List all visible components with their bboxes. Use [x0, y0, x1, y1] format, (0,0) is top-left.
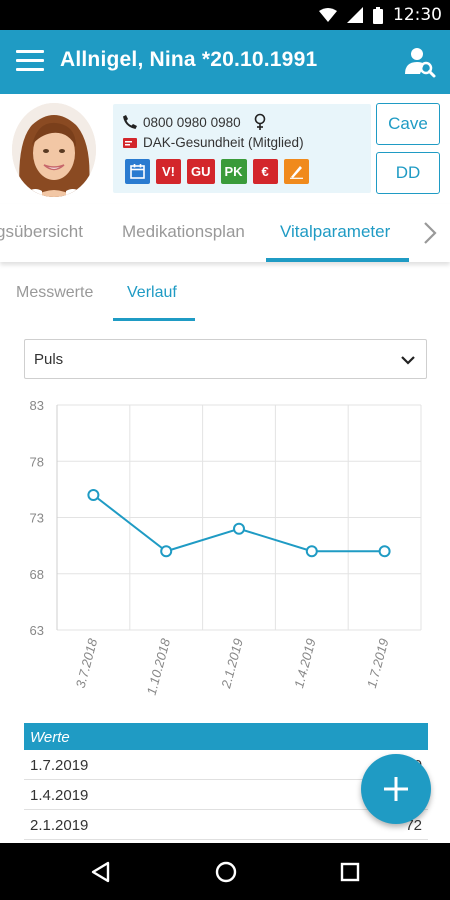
calendar-badge[interactable]	[125, 159, 150, 184]
status-time: 12:30	[393, 5, 442, 25]
signal-icon	[347, 7, 363, 23]
user-search-icon[interactable]	[402, 44, 438, 80]
wifi-icon	[319, 8, 337, 22]
plus-icon	[384, 777, 408, 801]
parameter-select[interactable]: Puls	[24, 339, 427, 379]
x-tick-label: 2.1.2019	[218, 637, 246, 691]
gu-badge[interactable]: GU	[187, 159, 215, 184]
y-tick-label: 78	[30, 454, 44, 469]
patient-title: Allnigel, Nina *20.10.1991	[60, 48, 318, 71]
app-bar: Allnigel, Nina *20.10.1991	[0, 30, 450, 94]
data-point	[233, 522, 245, 535]
signature-badge[interactable]	[283, 159, 309, 184]
phone-row: 0800 0980 0980	[123, 113, 267, 131]
badge-row: V! GU PK €	[125, 159, 309, 184]
system-nav-bar	[0, 843, 450, 900]
data-point	[378, 545, 391, 558]
y-tick-label: 73	[30, 511, 44, 526]
dd-button[interactable]: DD	[376, 152, 440, 194]
insurance-name: DAK-Gesundheit (Mitglied)	[143, 135, 304, 150]
recents-icon[interactable]	[335, 857, 365, 887]
subtab-indicator	[113, 318, 195, 321]
row-date: 1.4.2019	[30, 787, 89, 804]
subtab-history[interactable]: Verlauf	[127, 284, 177, 301]
status-bar: 12:30	[0, 0, 450, 30]
data-point	[305, 545, 318, 558]
data-point	[87, 489, 100, 501]
main-tab-indicator	[266, 258, 409, 262]
back-icon[interactable]	[86, 857, 116, 887]
x-tick-label: 1.10.2018	[144, 636, 174, 696]
parameter-select-value: Puls	[34, 351, 64, 368]
pk-badge[interactable]: PK	[220, 159, 247, 184]
patient-header: 0800 0980 0980 DAK-Gesundheit (Mitglied)…	[0, 94, 450, 204]
status-icons: 12:30	[319, 0, 442, 30]
insurance-row: DAK-Gesundheit (Mitglied)	[123, 135, 304, 150]
patient-avatar[interactable]	[12, 103, 96, 197]
female-icon	[254, 113, 265, 130]
tab-overview[interactable]: gsübersicht	[0, 222, 83, 241]
add-button[interactable]	[361, 754, 431, 824]
subtab-measurements[interactable]: Messwerte	[16, 284, 94, 301]
row-date: 1.7.2019	[30, 757, 89, 774]
phone-number[interactable]: 0800 0980 0980	[143, 114, 241, 130]
x-tick-label: 3.7.2018	[73, 636, 101, 690]
signature-icon	[289, 166, 303, 179]
chevron-right-icon[interactable]	[420, 220, 440, 246]
pulse-chart: 83 78 73 68 63 3.7.2018 1.10.2018 2.1.2019 1.4.2…	[30, 398, 422, 697]
x-tick-label: 1.4.2019	[291, 637, 319, 690]
euro-badge[interactable]: €	[252, 159, 278, 184]
y-tick-label: 68	[30, 567, 44, 582]
tab-vital-parameters[interactable]: Vitalparameter	[280, 222, 391, 241]
y-tick-label: 83	[30, 398, 44, 413]
chevron-down-icon	[401, 356, 415, 365]
patient-info-box: 0800 0980 0980 DAK-Gesundheit (Mitglied)…	[113, 104, 371, 193]
calendar-icon	[130, 164, 145, 179]
data-point	[160, 545, 173, 558]
home-icon[interactable]	[211, 857, 241, 887]
row-date: 2.1.2019	[30, 817, 89, 834]
main-tab-bar: gsübersicht Medikationsplan Vitalparamet…	[0, 204, 450, 262]
cave-button[interactable]: Cave	[376, 103, 440, 145]
values-table-header: Werte	[24, 723, 428, 750]
menu-icon[interactable]	[16, 50, 44, 74]
insurance-card-icon	[123, 137, 137, 148]
battery-icon	[373, 6, 383, 24]
tab-medication-plan[interactable]: Medikationsplan	[122, 222, 245, 241]
x-tick-label: 1.7.2019	[364, 637, 392, 690]
phone-icon	[123, 115, 137, 129]
y-tick-label: 63	[30, 623, 44, 638]
vorsicht-badge[interactable]: V!	[156, 159, 181, 184]
table-row[interactable]: 2.1.2019 72	[24, 810, 428, 840]
